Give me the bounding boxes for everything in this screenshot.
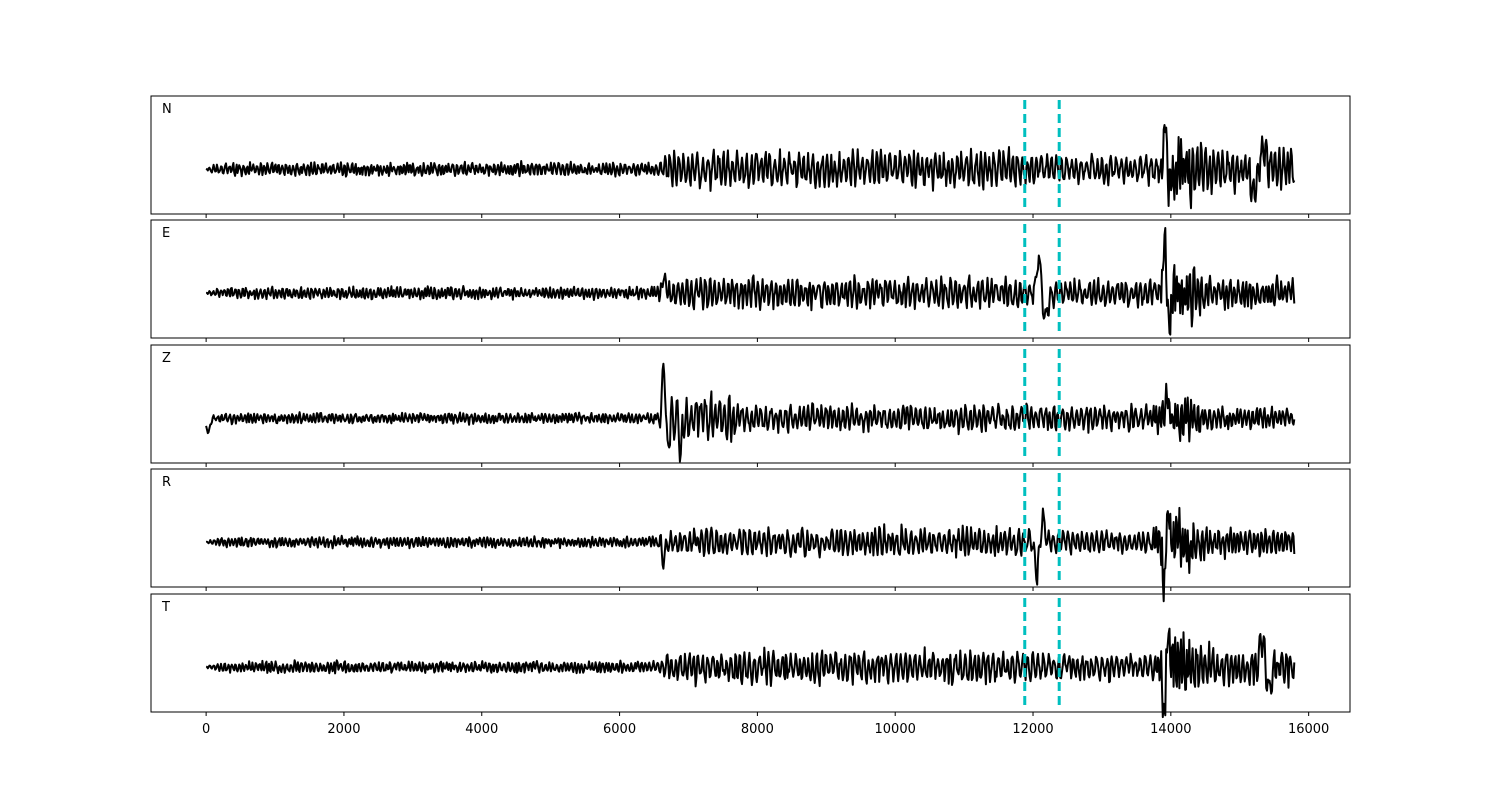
x-tick-label: 16000 <box>1288 722 1329 737</box>
panel-label: R <box>162 475 171 490</box>
panel-z: Z <box>150 344 1351 467</box>
panel-frame <box>150 219 1351 339</box>
x-tick-label: 14000 <box>1150 722 1191 737</box>
x-axis: 0 2000 4000 6000 8000 10000 12000 14000 16000 <box>202 722 1329 737</box>
panel-frame <box>150 468 1351 588</box>
panel-label: N <box>162 102 172 117</box>
panel-e: E <box>150 219 1351 342</box>
x-tick-label: 6000 <box>603 722 636 737</box>
trace-z <box>205 362 1296 463</box>
panel-label: T <box>161 600 170 615</box>
panel-n: N <box>150 95 1351 218</box>
x-tick-label: 10000 <box>875 722 916 737</box>
panel-label: Z <box>162 351 171 366</box>
trace-t <box>205 627 1296 719</box>
x-tick-label: 4000 <box>465 722 498 737</box>
x-tick-label: 0 <box>202 722 210 737</box>
panel-frame <box>150 344 1351 464</box>
panel-t: T <box>150 593 1351 719</box>
panels-group: N E Z R T <box>150 95 1351 719</box>
trace-n <box>205 124 1296 210</box>
trace-r <box>205 506 1296 603</box>
panel-frame <box>150 593 1351 713</box>
panel-frame <box>150 95 1351 215</box>
panel-r: R <box>150 468 1351 603</box>
x-tick-label: 2000 <box>327 722 360 737</box>
panel-label: E <box>162 226 170 241</box>
x-tick-label: 12000 <box>1012 722 1053 737</box>
trace-e <box>206 227 1296 336</box>
x-tick-label: 8000 <box>741 722 774 737</box>
